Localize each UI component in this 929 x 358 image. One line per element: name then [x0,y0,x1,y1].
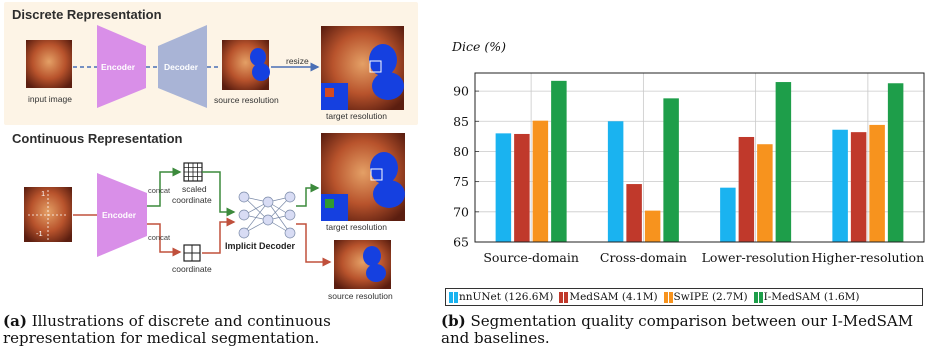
concat-top-label: concat [148,186,171,195]
caption-a-text: Illustrations of discrete and continuous… [3,312,331,347]
continuous-source-label: source resolution [328,291,393,301]
legend-swatch [668,291,673,303]
bar-nnunet-2 [720,187,736,242]
continuous-target-label: target resolution [326,222,387,232]
bar-medsam-0 [514,133,530,242]
legend-label: SwIPE (2.7M) [673,291,748,303]
bar-swipe-0 [532,120,549,242]
y-tick-label: 90 [453,84,469,99]
legend-swatch [753,291,758,303]
y-tick-label: 85 [453,114,469,129]
bar-i-medsam-1 [663,98,679,242]
caption-a-label: (a) [3,312,27,330]
legend-item: nnUNet (126.6M) [449,291,553,303]
legend-swatch [758,291,763,303]
axis-pos-label: 1 [41,189,46,198]
caption-b: (b) Segmentation quality comparison betw… [441,313,929,347]
legend-swatch [663,291,668,303]
bar-i-medsam-3 [887,83,904,242]
resize-label: resize [286,56,309,66]
legend-swatch [449,291,453,303]
x-tick-label: Cross-domain [600,250,687,265]
bar-swipe-1 [644,210,661,242]
plot-frame [474,72,925,243]
bar-medsam-2 [738,136,755,242]
legend-label: I-MedSAM (1.6M) [763,291,860,303]
y-tick-label: 65 [453,235,469,250]
bar-medsam-1 [626,184,642,242]
continuous-title: Continuous Representation [12,131,183,146]
bar-i-medsam-2 [775,82,792,242]
caption-b-label: (b) [441,312,466,330]
bar-i-medsam-0 [551,80,567,242]
discrete-source-label: source resolution [214,95,279,105]
implicit-decoder-label: Implicit Decoder [225,241,296,251]
caption-a: (a) Illustrations of discrete and contin… [3,313,423,347]
legend-item: SwIPE (2.7M) [663,291,748,303]
legend-swatch [559,291,564,303]
legend-swatch [564,291,569,303]
implicit-decoder-network [238,191,296,239]
y-tick-label: 75 [453,174,469,189]
discrete-decoder-label: Decoder [164,62,199,72]
discrete-decoder [158,25,207,108]
legend-label: MedSAM (4.1M) [569,291,658,303]
continuous-encoder [97,173,147,257]
discrete-encoder [97,25,146,108]
caption-b-text: Segmentation quality comparison between … [441,312,914,347]
continuous-encoder-label: Encoder [102,210,137,220]
x-tick-label: Source-domain [483,250,579,265]
chart-legend: nnUNet (126.6M) MedSAM (4.1M) SwIPE (2.7M)… [445,288,923,306]
y-tick-label: 80 [453,144,469,159]
x-tick-label: Lower-resolution [702,250,810,265]
dice-bar-chart: 65 70 75 80 85 90 Source-domain Cross-domain Low… [451,39,925,265]
bar-medsam-3 [850,132,867,242]
discrete-target-label: target resolution [326,111,387,121]
bar-swipe-3 [869,124,885,242]
y-tick-label: 70 [453,204,469,219]
scaled-label: scaled [182,184,207,194]
y-axis-label: Dice (%) [451,39,506,54]
discrete-title: Discrete Representation [12,7,162,22]
legend-label: nnUNet (126.6M) [459,291,554,303]
discrete-input-image [26,40,72,88]
bar-nnunet-3 [832,129,848,242]
coordinate-label: coordinate [172,264,212,274]
continuous-source-output [334,240,391,289]
scaled-coordinate-label: coordinate [172,195,212,205]
bar-nnunet-1 [607,121,624,242]
bar-nnunet-0 [495,133,512,242]
axis-neg-label: -1 [36,229,43,238]
legend-item: MedSAM (4.1M) [559,291,658,303]
bar-swipe-2 [757,144,773,242]
x-tick-label: Higher-resolution [812,250,925,265]
legend-item: I-MedSAM (1.6M) [753,291,860,303]
concat-bottom-label: concat [148,233,171,242]
diagram-a [24,25,405,289]
discrete-encoder-label: Encoder [101,62,136,72]
coordinate-grid-icon [183,244,201,262]
legend-swatch [454,291,458,303]
discrete-input-label: input image [28,94,72,104]
